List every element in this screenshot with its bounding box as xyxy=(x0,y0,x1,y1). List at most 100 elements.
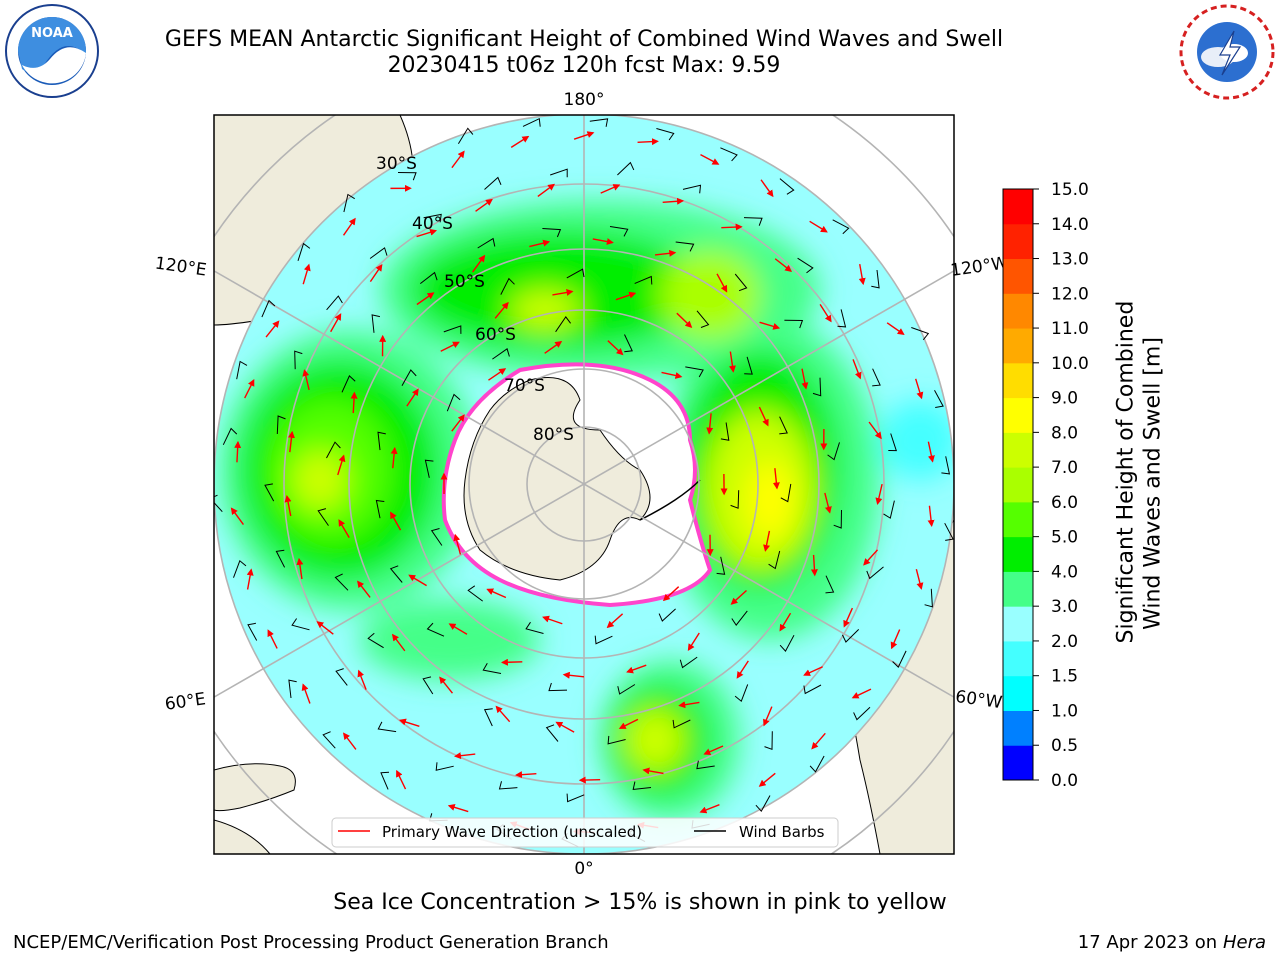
sea-ice-caption: Sea Ice Concentration > 15% is shown in … xyxy=(333,890,947,915)
wave-direction-arrow xyxy=(763,706,773,727)
antarctic-peninsula xyxy=(639,479,701,521)
wave-direction-arrow xyxy=(915,568,924,590)
lat-label-40s: 40°S xyxy=(412,214,453,234)
wave-direction-arrow xyxy=(451,150,465,169)
wave-direction-arrow xyxy=(416,228,438,238)
wave-direction-arrow xyxy=(662,197,685,205)
wind-barb xyxy=(424,459,434,478)
wind-barb xyxy=(872,368,881,387)
colorbar: 0.0 0.5 1.0 1.5 2.0 3.0 4.0 5.0 6.0 7.0 8.0 9.0 10.0… xyxy=(1002,180,1089,791)
wave-direction-arrow xyxy=(809,220,828,233)
wave-direction-arrow xyxy=(852,359,862,380)
wave-direction-arrow xyxy=(716,273,728,293)
wave-direction-arrow xyxy=(886,322,905,336)
wind-barb xyxy=(367,632,384,649)
colorbar-segment xyxy=(1003,293,1033,329)
wind-barb xyxy=(545,724,559,742)
wave-direction-arrow xyxy=(396,769,407,790)
wave-direction-arrow xyxy=(448,623,468,635)
wave-direction-arrow xyxy=(810,554,818,577)
wave-direction-arrow xyxy=(927,441,935,463)
wind-barb xyxy=(430,528,443,546)
wave-direction-arrow xyxy=(843,607,854,628)
wind-barb xyxy=(656,128,675,141)
lon-label-60e: 60°E xyxy=(164,689,207,714)
wave-direction-arrow xyxy=(390,446,398,469)
wind-barb xyxy=(853,706,871,721)
wave-direction-arrow xyxy=(287,430,295,453)
wind-barb xyxy=(522,117,541,127)
wave-direction-arrow xyxy=(676,312,693,329)
wave-direction-arrow xyxy=(350,391,358,414)
wave-direction-arrow xyxy=(447,804,469,813)
wave-direction-arrow xyxy=(699,804,720,814)
wind-barb xyxy=(380,771,390,790)
wind-barb xyxy=(780,483,792,503)
wind-barb xyxy=(483,708,493,727)
wind-barb xyxy=(423,213,442,223)
wave-direction-arrows xyxy=(214,117,954,848)
wind-barb xyxy=(371,314,381,333)
wind-barb xyxy=(222,427,238,446)
wind-barb xyxy=(696,310,710,328)
wave-direction-arrow xyxy=(592,238,614,245)
wave-direction-arrow xyxy=(606,613,624,629)
wind-barb xyxy=(833,509,842,529)
colorbar-segment xyxy=(1003,501,1033,538)
wave-direction-arrow xyxy=(642,767,664,775)
colorbar-tick-label: 8.0 xyxy=(1051,423,1078,443)
wind-barb xyxy=(419,271,438,284)
wind-barb xyxy=(589,118,609,127)
wind-barb xyxy=(743,217,763,226)
noaa-logo: NOAA xyxy=(5,4,99,98)
wind-barb xyxy=(934,390,944,408)
colorbar-tick-label: 3.0 xyxy=(1051,597,1078,617)
colorbar-tick-label: 13.0 xyxy=(1051,250,1089,270)
wave-direction-arrow xyxy=(398,718,420,727)
wind-barb xyxy=(297,242,311,261)
chart-subtitle: 20230415 t06z 120h fcst Max: 9.59 xyxy=(387,53,781,78)
wave-direction-arrow xyxy=(296,557,304,580)
wind-barb xyxy=(682,184,702,194)
wind-barb xyxy=(892,650,907,668)
wind-barb xyxy=(617,161,635,176)
wind-barb xyxy=(261,299,276,318)
wind-barb xyxy=(941,456,951,475)
wind-barb xyxy=(779,178,795,195)
colorbar-segment xyxy=(1003,223,1033,260)
footer-date: 17 Apr 2023 on Hera xyxy=(1078,932,1266,953)
wind-barb xyxy=(607,735,626,745)
wind-barb xyxy=(812,377,822,397)
wind-barb xyxy=(720,422,730,441)
wind-barb xyxy=(888,433,897,452)
wave-direction-arrow xyxy=(267,629,278,649)
wave-direction-arrow xyxy=(615,291,637,301)
wave-direction-arrow xyxy=(600,184,621,194)
wave-direction-arrow xyxy=(661,371,683,379)
colorbar-tick-label: 14.0 xyxy=(1051,215,1089,235)
wind-barb xyxy=(685,366,704,378)
wind-barb xyxy=(832,219,850,235)
wave-direction-arrow xyxy=(626,664,647,674)
wind-barb xyxy=(658,608,676,622)
wave-direction-arrow xyxy=(246,568,254,590)
wind-barb xyxy=(264,483,275,502)
wave-direction-arrow xyxy=(678,701,700,709)
colorbar-title-line1: Significant Height of Combined xyxy=(1113,300,1139,644)
wind-barb xyxy=(341,375,356,393)
wave-direction-arrow xyxy=(863,549,879,566)
wave-direction-arrow xyxy=(416,292,435,306)
lat-label-60s: 60°S xyxy=(475,325,516,345)
wave-direction-arrow xyxy=(607,340,624,356)
wind-barb xyxy=(426,622,445,637)
wind-barb xyxy=(632,781,652,790)
wind-barb xyxy=(236,360,248,380)
wind-barb xyxy=(624,334,633,353)
wind-barb xyxy=(377,431,386,451)
wind-barb xyxy=(837,309,847,328)
wind-barb xyxy=(679,656,698,669)
wave-direction-arrow xyxy=(515,771,537,779)
graticule xyxy=(214,115,954,854)
colorbar-segment xyxy=(1003,745,1033,781)
